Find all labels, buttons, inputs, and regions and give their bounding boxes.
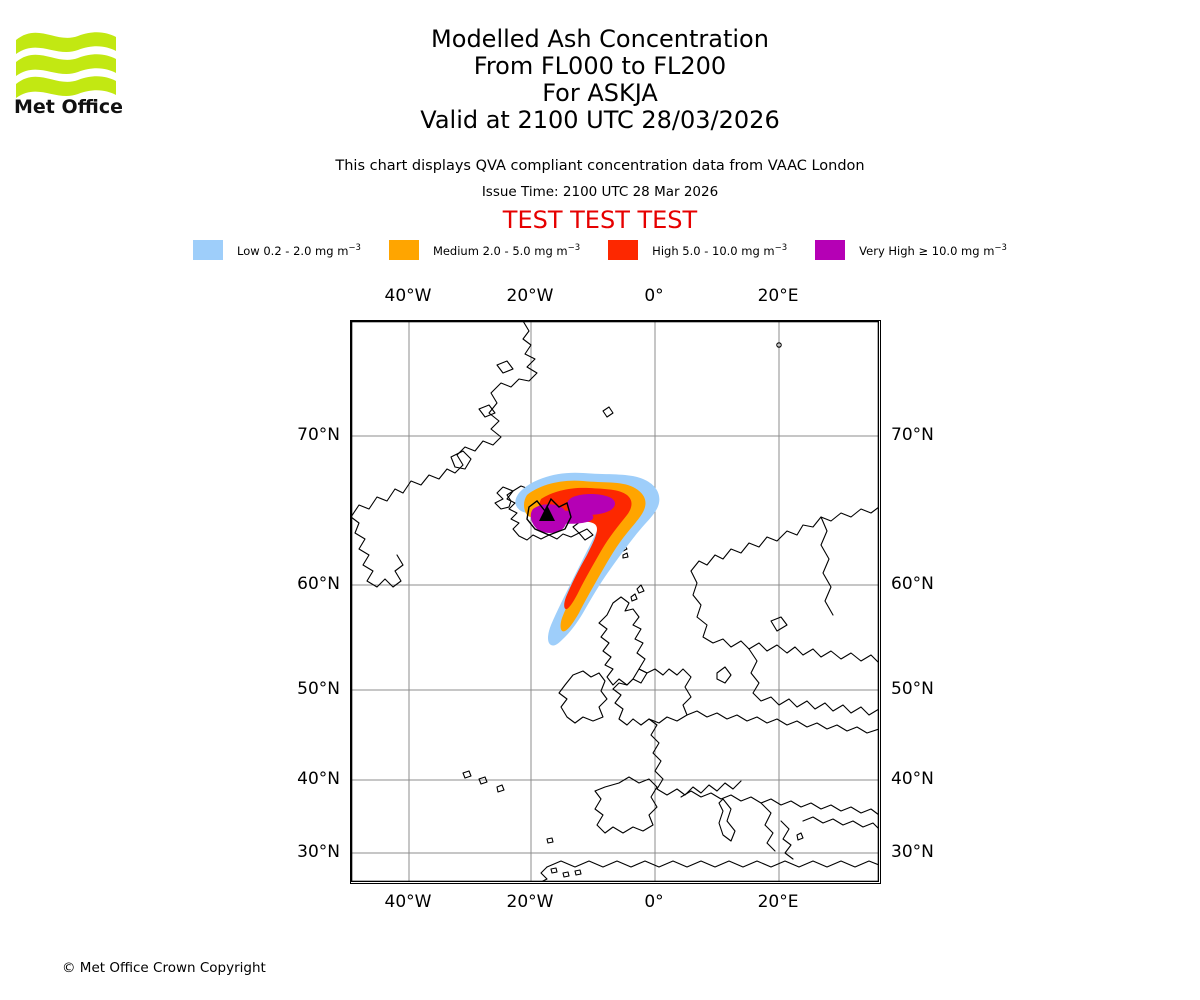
lat-label-left-0: 70°N [297,425,340,445]
lat-label-left-4: 30°N [297,842,340,862]
legend-item-very-high: Very High ≥ 10.0 mg m−3 [815,240,1007,260]
met-office-logo: Met Office [12,18,122,114]
lon-label-bottom-1: 20°W [506,892,554,912]
coast-greece [780,820,794,860]
copyright-notice: © Met Office Crown Copyright [62,960,266,976]
coast-azores-1 [462,770,472,779]
coast-azores-2 [478,776,488,785]
logo-text: Met Office [14,96,122,114]
coast-greenland [351,321,538,518]
coast-denmark [716,666,732,684]
coast-med-north [680,790,879,816]
coast-greenland-e2 [478,404,496,418]
coast-iberia [594,776,658,834]
coast-svalbard [776,342,782,348]
lon-label-top-2: 0° [644,286,664,306]
coast-france [648,718,742,796]
coast-norway-south [690,570,879,664]
coast-jan-mayen [602,406,614,418]
lat-label-right-4: 30°N [891,842,934,862]
map-container: 40°W 20°W 0° 20°E 40°W 20°W 0° 20°E 70°N… [297,286,934,912]
coast-norway [690,506,879,572]
map-border [351,321,879,882]
legend-swatch-low [193,240,224,260]
coast-canaries-1 [550,867,558,874]
ash-contour-very-high-east [566,494,615,515]
coast-baltic-1 [748,648,879,716]
lon-label-bottom-0: 40°W [384,892,432,912]
legend-item-low: Low 0.2 - 2.0 mg m−3 [193,240,361,260]
lat-label-left-2: 50°N [297,679,340,699]
coast-azores-3 [496,784,505,793]
coastlines [351,321,879,882]
lon-label-top-3: 20°E [757,286,799,306]
legend-label-medium: Medium 2.0 - 5.0 mg m−3 [432,242,581,258]
coast-ireland [558,670,608,724]
coast-sweden-lake [770,616,788,632]
coast-balkans [760,802,776,852]
lat-label-left-1: 60°N [297,574,340,594]
coast-madeira [546,837,554,844]
lat-label-right-1: 60°N [891,574,934,594]
coast-iceland-nw [494,486,514,510]
title-line-1: Modelled Ash Concentration [431,25,769,53]
coast-orkney [630,593,638,602]
coast-nw-europe [686,710,879,734]
coast-greenland-south [351,516,404,588]
coast-faroes-2 [622,552,629,559]
coast-italy [718,798,736,842]
coast-canaries-3 [574,869,582,876]
test-banner: TEST TEST TEST [502,206,698,234]
lat-label-right-3: 40°N [891,769,934,789]
lat-label-right-0: 70°N [891,425,934,445]
lat-label-right-2: 50°N [891,679,934,699]
coast-canaries-2 [562,871,570,878]
volcano-source-marker [539,505,555,521]
coast-turkey [802,816,879,830]
coast-scotland [598,596,648,686]
lon-label-bottom-2: 0° [644,892,664,912]
issue-time: Issue Time: 2100 UTC 28 Mar 2026 [481,184,719,200]
legend-item-high: High 5.0 - 10.0 mg m−3 [608,240,787,260]
coast-greece-isles [796,832,804,841]
concentration-legend: Low 0.2 - 2.0 mg m−3 Medium 2.0 - 5.0 mg… [0,240,1200,260]
subtitle-block: This chart displays QVA compliant concen… [0,155,1200,233]
coast-iceland-se [578,528,594,541]
lon-label-bottom-3: 20°E [757,892,799,912]
lon-label-top-1: 20°W [506,286,554,306]
legend-label-high: High 5.0 - 10.0 mg m−3 [652,242,788,258]
legend-swatch-very-high [815,240,846,260]
coast-finland-border [820,516,834,616]
lon-label-top-0: 40°W [384,286,432,306]
legend-label-very-high: Very High ≥ 10.0 mg m−3 [859,242,1007,258]
coast-shetland [636,584,645,594]
page-title: Modelled Ash Concentration From FL000 to… [0,26,1200,134]
qva-note: This chart displays QVA compliant concen… [335,158,865,174]
map-plot-frame[interactable] [350,320,881,884]
coast-africa-north [546,860,879,868]
title-line-3: For ASKJA [542,79,658,107]
title-line-4: Valid at 2100 UTC 28/03/2026 [420,106,780,134]
coast-africa-atlantic [540,866,548,882]
ash-plume [515,472,660,646]
coast-greenland-e1 [496,360,514,374]
legend-swatch-medium [388,240,419,260]
ash-source-outline [526,497,572,536]
legend-label-low: Low 0.2 - 2.0 mg m−3 [237,242,361,258]
legend-item-medium: Medium 2.0 - 5.0 mg m−3 [388,240,581,260]
title-line-2: From FL000 to FL200 [473,52,727,80]
legend-swatch-high [608,240,639,260]
logo-waves [16,32,116,98]
lat-label-left-3: 40°N [297,769,340,789]
coast-greenland-inner [450,450,472,470]
coast-england [612,668,692,726]
